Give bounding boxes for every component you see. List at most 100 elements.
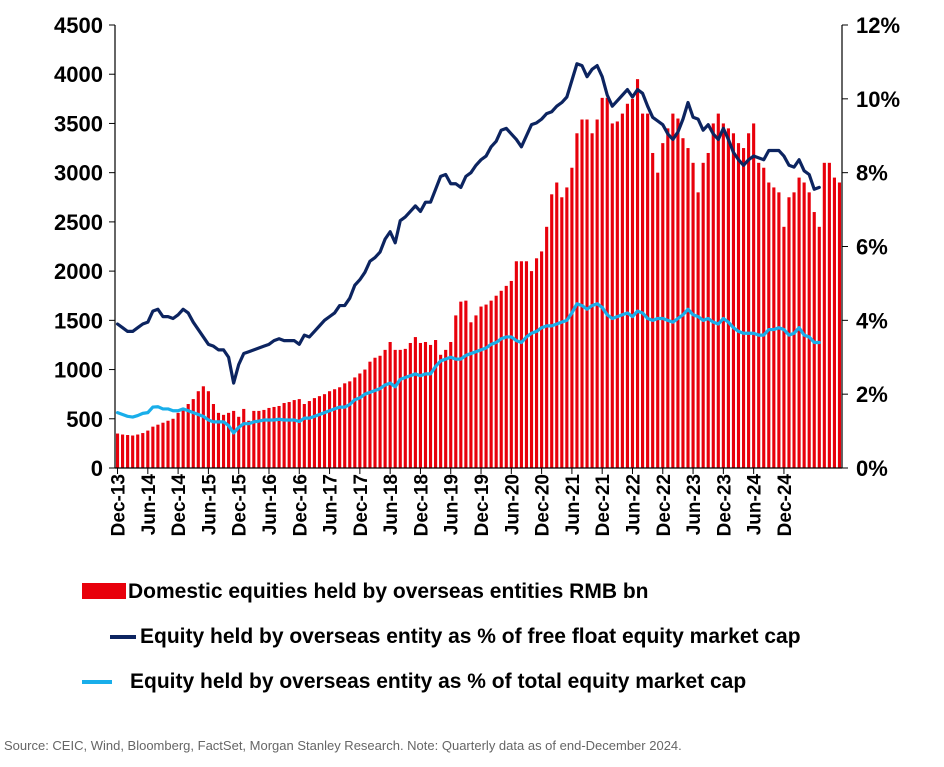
bar [196,391,200,468]
bar [333,389,337,468]
bar [832,177,836,468]
bar [282,403,286,468]
x-tick-label: Dec-17 [351,474,372,536]
bar [802,182,806,468]
bar [358,373,362,468]
bar [151,426,155,468]
bar [206,391,210,468]
bar [489,300,493,468]
bar [277,405,281,468]
bar [595,119,599,468]
bar [469,322,473,468]
bar [444,349,448,468]
bar [317,396,322,468]
bar [459,301,463,468]
bar [439,354,443,468]
left-tick-label: 3000 [54,161,103,186]
bar [661,143,665,468]
bar [590,133,594,469]
x-tick-label: Jun-20 [502,474,523,535]
bar [368,361,372,468]
bar [499,290,503,468]
x-tick-label: Jun-19 [442,474,463,535]
x-tick-label: Dec-16 [290,474,311,536]
bar [302,404,306,468]
bar [514,261,518,468]
bar [322,394,327,468]
bar [156,424,160,468]
bar [211,404,216,468]
bar [186,404,190,468]
bar [136,434,140,468]
bar [232,410,236,468]
bar [605,97,609,468]
bar [267,407,271,468]
bar [227,412,231,468]
bar [534,258,539,468]
bar [201,386,205,468]
chart: 0 500 1000 1500 2000 2500 3000 3500 4000 4500 0% 2… [54,13,900,537]
bar [297,399,301,468]
bar [181,408,185,468]
left-tick-label: 4500 [54,13,103,38]
bar [312,398,316,468]
bar [721,123,725,468]
bar [767,182,771,468]
bar-series [115,79,842,469]
bar [570,167,574,469]
bar [837,182,842,468]
x-tick-label: Dec-15 [230,474,251,537]
bar [121,434,125,468]
left-tick-label: 500 [66,407,103,432]
bar [635,79,640,468]
x-tick-label: Jun-16 [260,474,281,535]
bar [817,226,821,468]
bar [812,212,816,468]
x-tick-label: Jun-21 [563,474,584,536]
legend-item-free-float: Equity held by overseas entity as % of f… [80,623,920,653]
bar [666,128,670,468]
bar [166,420,170,468]
bar [716,113,720,468]
bar [656,172,660,469]
bar [671,113,675,468]
bar [252,410,256,468]
bar [348,381,352,468]
bar [237,416,241,468]
bar [287,402,291,468]
bar [646,113,650,468]
x-tick-label: Jun-17 [321,474,342,535]
bar [504,285,508,468]
bar [681,138,685,468]
bar [131,435,135,468]
bar [752,123,756,468]
bar [423,341,428,468]
bar [398,349,402,468]
bar [762,167,766,469]
bar [328,391,332,468]
bar [403,348,407,468]
right-tick-label: 12% [856,13,900,38]
bar [242,408,246,468]
bar [408,342,412,468]
bar [529,271,534,468]
bar [464,300,468,468]
bar [651,152,655,469]
right-tick-label: 0% [856,456,888,481]
bar [449,341,453,468]
x-tick-label: Dec-23 [714,474,735,536]
bar [615,121,619,468]
right-tick-label: 6% [856,235,888,260]
bar [393,349,397,468]
bar [479,306,483,468]
legend-label-total: Equity held by overseas entity as % of t… [130,670,747,693]
bar [484,304,488,468]
bar [338,387,342,468]
legend-label-free-float: Equity held by overseas entity as % of f… [140,625,801,648]
bar [585,119,589,468]
bar [540,251,544,468]
left-axis-ticks: 0 500 1000 1500 2000 2500 3000 3500 4000 4500 [54,13,115,481]
bar [822,162,826,468]
bar [141,433,145,468]
x-tick-label: Dec-19 [472,474,493,536]
